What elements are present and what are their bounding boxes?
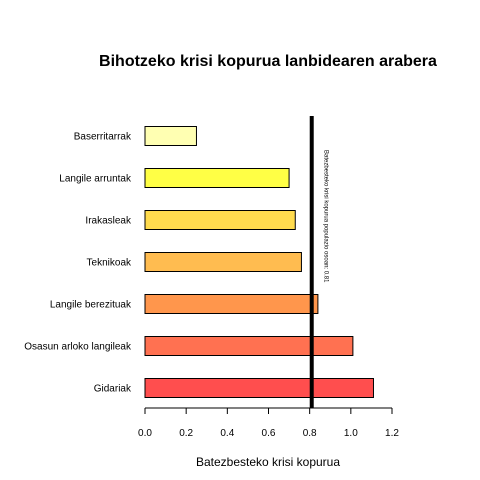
- x-tick-label-1: 0.2: [179, 428, 193, 439]
- bar-4: [144, 252, 302, 272]
- bar-2: [144, 168, 290, 188]
- x-tick-label-3: 0.6: [262, 428, 276, 439]
- bars-group: [144, 126, 374, 398]
- category-label-1: Baserritarrak: [74, 132, 132, 143]
- reference-line-label: Batezbesteko krisi kopurua populazio oso…: [323, 150, 329, 283]
- x-tick-label-5: 1.0: [344, 428, 358, 439]
- bar-7: [144, 378, 374, 398]
- category-label-5: Langile berezituak: [50, 300, 132, 311]
- x-axis-label: Batezbesteko krisi kopurua: [196, 455, 340, 469]
- bar-1: [144, 126, 197, 146]
- bar-3: [144, 210, 296, 230]
- category-label-6: Osasun arloko langileak: [24, 342, 132, 353]
- x-tick-label-6: 1.2: [385, 428, 399, 439]
- category-label-7: Gidariak: [94, 384, 132, 395]
- category-labels: Baserritarrak Langile arruntak Irakasleak T…: [24, 132, 132, 395]
- x-axis: 0.0 0.2 0.4 0.6 0.8 1.0 1.2: [138, 407, 399, 439]
- bar-6: [144, 336, 354, 356]
- x-tick-label-0: 0.0: [138, 428, 152, 439]
- chart-title: Bihotzeko krisi kopurua lanbidearen arab…: [99, 53, 437, 70]
- category-label-3: Irakasleak: [85, 216, 132, 227]
- category-label-4: Teknikoak: [87, 258, 132, 269]
- x-tick-label-2: 0.4: [220, 428, 234, 439]
- x-tick-label-4: 0.8: [303, 428, 317, 439]
- reference-line-group: Batezbesteko krisi kopurua populazio oso…: [309, 116, 329, 408]
- category-label-2: Langile arruntak: [59, 174, 132, 185]
- bar-5: [144, 294, 319, 314]
